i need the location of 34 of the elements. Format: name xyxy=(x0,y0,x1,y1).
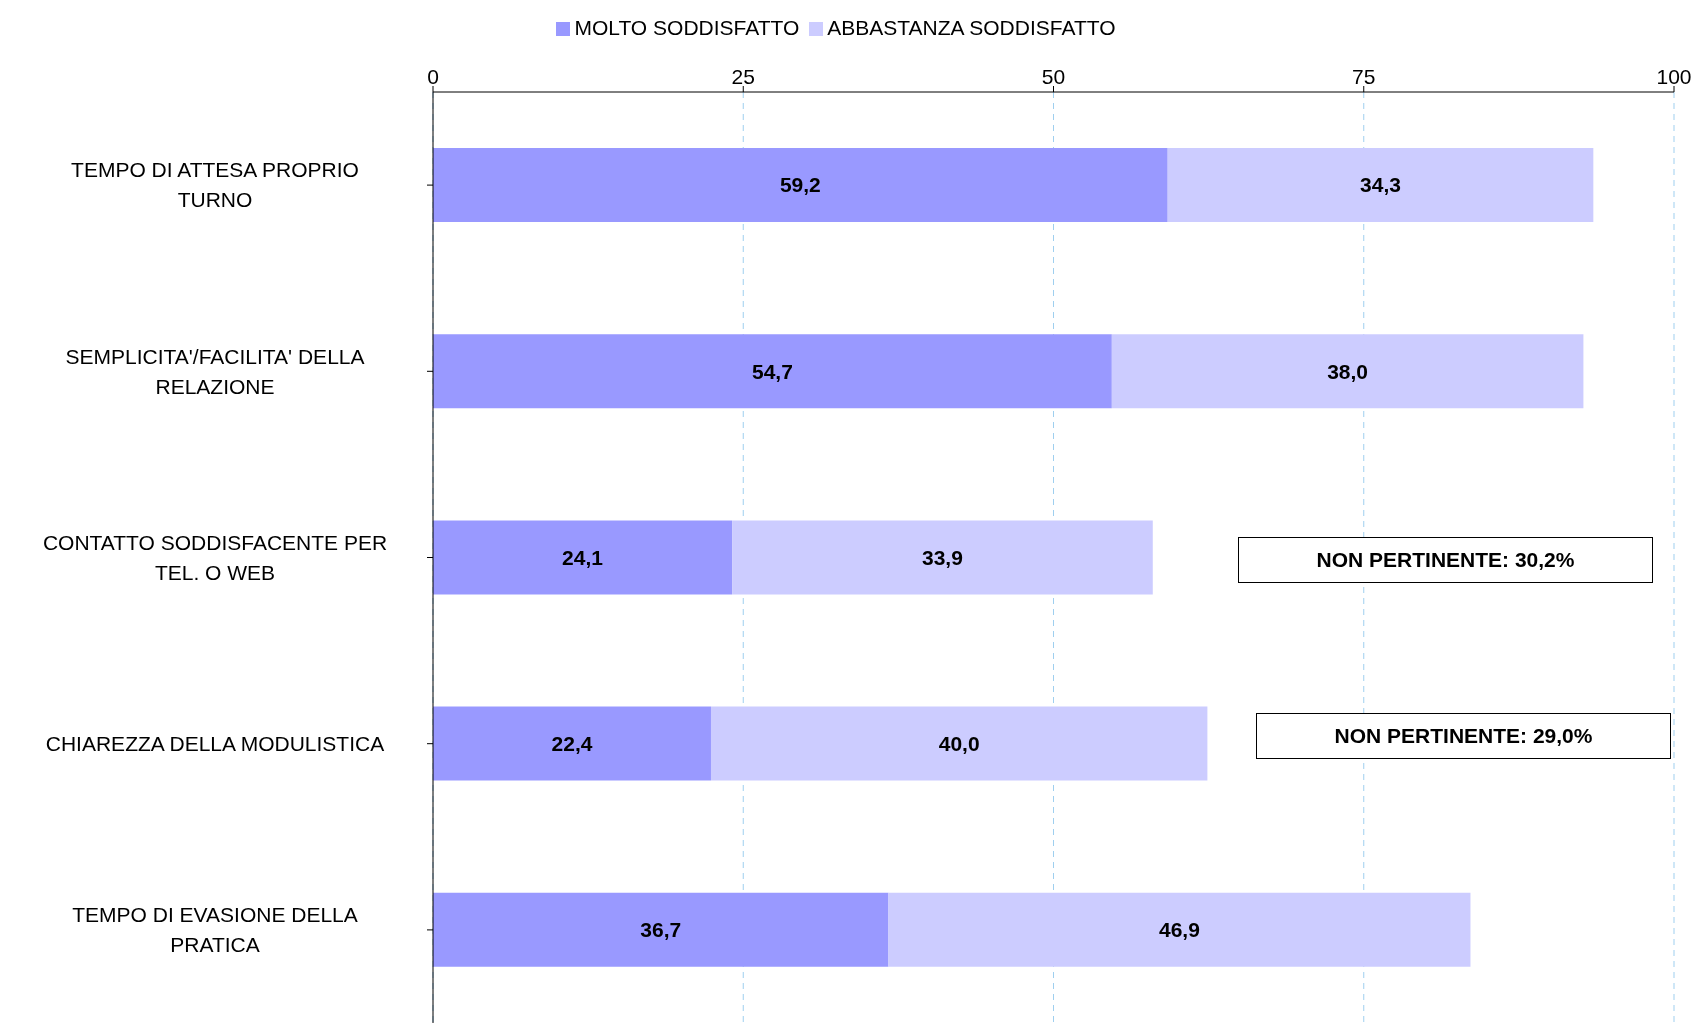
note-box: NON PERTINENTE: 30,2% xyxy=(1238,536,1653,583)
y-tick-label: TEMPO DI EVASIONE DELLA PRATICA xyxy=(72,903,358,957)
x-tick-label: 25 xyxy=(731,65,755,88)
bar xyxy=(1111,334,1584,409)
x-tick-label: 50 xyxy=(1041,65,1066,88)
bar xyxy=(433,892,889,967)
x-tick-label: 100 xyxy=(1656,65,1692,88)
bar xyxy=(433,148,1168,222)
data-label: 34,3 xyxy=(1360,173,1401,197)
bar xyxy=(433,520,733,595)
data-label: 54,7 xyxy=(751,359,793,383)
data-label: 38,0 xyxy=(1327,359,1369,383)
bar xyxy=(1167,148,1594,222)
bar xyxy=(710,706,1208,781)
legend-label: ABBASTANZA SODDISFATTO xyxy=(827,16,1116,39)
data-label: 24,1 xyxy=(562,545,604,569)
y-tick-label: CONTATTO SODDISFACENTE PER TEL. O WEB xyxy=(42,530,388,584)
x-tick-label: 75 xyxy=(1352,65,1376,88)
bar xyxy=(888,892,1471,967)
bar xyxy=(732,520,1153,595)
data-label: 59,2 xyxy=(779,173,821,197)
y-tick-label: CHIAREZZA DELLA MODULISTICA xyxy=(45,732,385,756)
data-label: 36,7 xyxy=(640,918,682,942)
y-tick-label: TEMPO DI ATTESA PROPRIO TURNO xyxy=(71,158,359,212)
note-box: NON PERTINENTE: 29,0% xyxy=(1256,713,1671,760)
data-label: 46,9 xyxy=(1159,918,1200,942)
legend-label: MOLTO SODDISFATTO xyxy=(574,16,800,39)
bar xyxy=(433,334,1112,409)
y-tick-label: SEMPLICITA'/FACILITA' DELLA RELAZIONE xyxy=(65,344,365,398)
data-label: 22,4 xyxy=(551,731,593,755)
x-tick-label: 0 xyxy=(427,65,439,88)
data-label: 33,9 xyxy=(921,545,963,569)
bar xyxy=(433,706,711,781)
data-label: 40,0 xyxy=(938,731,980,755)
